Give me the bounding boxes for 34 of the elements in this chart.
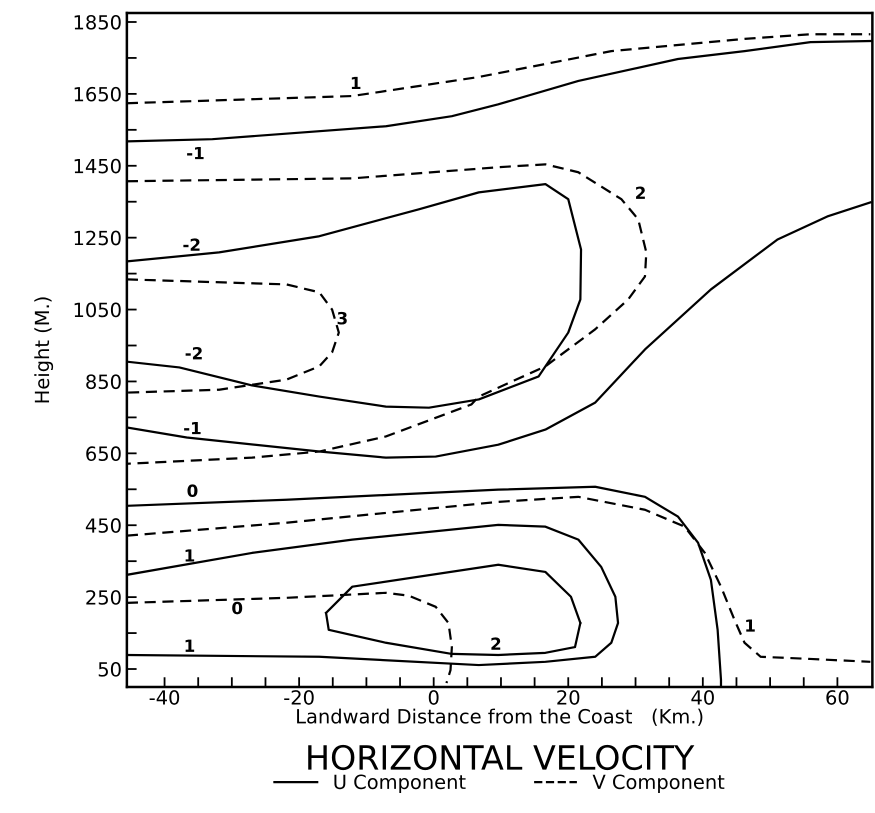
annotation: 1 <box>186 549 194 562</box>
annotation: 0 <box>232 602 242 614</box>
x-tick-label: 0 <box>428 690 439 705</box>
x-tick-label: 40 <box>691 690 714 705</box>
annotation: 1 <box>352 76 360 90</box>
y-tick-label: 1250 <box>74 230 121 246</box>
annotation: -1 <box>184 422 201 434</box>
legend-label: V Component <box>592 774 724 793</box>
annotation: 1 <box>186 640 194 652</box>
x-tick-label: -20 <box>284 690 314 705</box>
y-axis-title: Height (M.) <box>34 297 54 402</box>
x-tick-label: 60 <box>826 690 848 705</box>
annotation: -2 <box>186 346 202 360</box>
annotation: 1 <box>746 619 755 632</box>
text: HORIZONTAL VELOCITY <box>308 744 694 770</box>
y-tick-label: 850 <box>86 374 121 390</box>
annotation: 2 <box>636 186 645 199</box>
annotation: -2 <box>183 238 200 251</box>
y-tick-label: 1050 <box>74 302 121 318</box>
y-tick-label: 50 <box>98 662 121 677</box>
annotation: 0 <box>187 484 198 498</box>
y-tick-label: 1650 <box>74 86 121 102</box>
x-axis-title: Landward Distance from the Coast (Km.) <box>297 708 702 726</box>
x-tick-label: 20 <box>557 690 580 705</box>
y-tick-label: 1850 <box>74 14 121 30</box>
y-tick-label: 450 <box>86 518 121 533</box>
legend-label: U Component <box>334 774 466 793</box>
annotation: 2 <box>491 637 500 650</box>
y-tick-label: 1450 <box>74 158 121 174</box>
x-tick-label: -40 <box>150 690 180 705</box>
y-tick-label: 650 <box>86 446 121 462</box>
annotation: -1 <box>187 146 204 160</box>
annotation: 3 <box>338 312 347 325</box>
y-tick-label: 250 <box>86 590 121 605</box>
